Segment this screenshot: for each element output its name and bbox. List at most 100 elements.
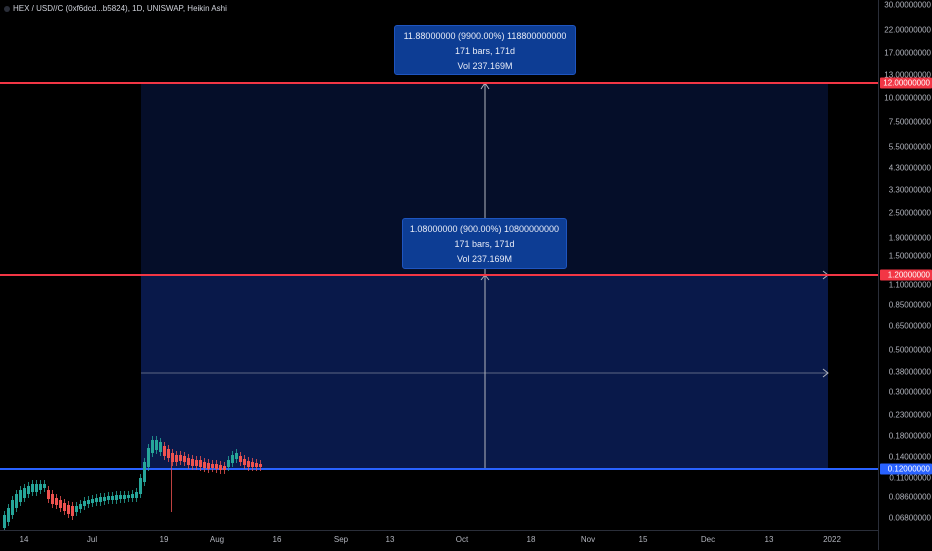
candle-body [183, 456, 186, 462]
measure-lower-line1: 1.08000000 (900.00%) 10800000000 [409, 224, 560, 234]
price-label: 0.85000000 [888, 300, 931, 310]
price-label: 0.65000000 [888, 321, 931, 331]
candle-body [143, 462, 146, 482]
time-label: 14 [19, 535, 29, 544]
candle-body [31, 484, 34, 492]
price-chart-canvas[interactable] [0, 0, 878, 530]
time-label: Dec [700, 535, 716, 544]
candle-body [59, 500, 62, 508]
candle-body [11, 500, 14, 515]
candle-body [203, 462, 206, 468]
candle-body [19, 490, 22, 502]
price-label: 0.50000000 [888, 345, 931, 355]
candle-body [47, 490, 50, 499]
price-label: 0.11000000 [889, 473, 931, 483]
price-label: 1.90000000 [888, 233, 931, 243]
candle-body [175, 455, 178, 462]
price-tag: 12.00000000 [880, 77, 932, 89]
price-label: 2.50000000 [888, 208, 931, 218]
time-label: 16 [272, 535, 282, 544]
time-label: 13 [764, 535, 774, 544]
candle-body [207, 463, 210, 469]
candles-group [3, 436, 262, 530]
measure-upper-line1: 11.88000000 (9900.00%) 118800000000 [403, 31, 567, 41]
candle-body [99, 497, 102, 502]
candle-body [115, 495, 118, 500]
time-label: 18 [526, 535, 536, 544]
price-label: 17.00000000 [884, 48, 931, 58]
candle-body [259, 464, 262, 467]
price-label: 1.50000000 [888, 251, 931, 261]
candle-body [51, 494, 54, 504]
time-label: 19 [159, 535, 169, 544]
candle-body [195, 460, 198, 466]
price-label: 0.06800000 [888, 513, 931, 523]
chart-area[interactable]: HEX / USD//C (0xf6dcd...b5824), 1D, UNIS… [0, 0, 878, 550]
candle-body [107, 496, 110, 500]
candle-body [27, 486, 30, 494]
price-tag: 0.12000000 [880, 463, 932, 475]
price-label: 22.00000000 [884, 25, 931, 35]
measure-hline-lower-arrow-icon [822, 368, 829, 378]
candle-body [227, 460, 230, 467]
price-label: 0.14000000 [888, 452, 931, 462]
measure-lower-line3: Vol 237.169M [456, 254, 513, 264]
candle-body [7, 508, 10, 522]
candle-body [251, 462, 254, 467]
candle-body [187, 458, 190, 465]
candle-body [87, 500, 90, 504]
candle-body [15, 494, 18, 508]
candle-body [191, 459, 194, 466]
candle-body [211, 464, 214, 468]
measure-upper-line3: Vol 237.169M [457, 61, 513, 71]
price-label: 7.50000000 [888, 117, 931, 127]
time-label: Jul [86, 535, 98, 544]
candle-body [131, 494, 134, 498]
time-axis[interactable]: 14 Jul 19 Aug 16 Sep 13 Oct 18 Nov 15 Dec 13 2022 [0, 530, 878, 551]
price-axis[interactable]: 30.00000000 22.00000000 17.00000000 13.0000… [878, 0, 932, 550]
candle-body [63, 503, 66, 511]
candle-body [151, 440, 154, 453]
price-label: 1.10000000 [888, 280, 931, 290]
price-label: 0.30000000 [888, 387, 931, 397]
candle-body [119, 495, 122, 499]
price-label: 30.00000000 [884, 0, 931, 10]
price-label: 3.30000000 [888, 185, 931, 195]
candle-body [247, 461, 250, 467]
candle-body [215, 464, 218, 469]
candle-body [255, 463, 258, 467]
price-label: 0.18000000 [888, 431, 931, 441]
candle-body [39, 484, 42, 490]
measure-upper-line2: 171 bars, 171d [454, 46, 516, 56]
measure-info-upper: 11.88000000 (9900.00%) 118800000000 171 … [394, 25, 576, 75]
status-dot-icon [4, 5, 10, 12]
candle-body [155, 440, 158, 450]
candle-body [167, 449, 170, 458]
candle-body [75, 506, 78, 512]
candle-body [139, 478, 142, 494]
candle-body [123, 495, 126, 499]
price-label: 10.00000000 [884, 93, 931, 103]
time-label: Oct [455, 535, 469, 544]
candle-body [135, 492, 138, 498]
time-label: 13 [385, 535, 395, 544]
time-label: 2022 [823, 535, 841, 544]
candle-body [239, 456, 242, 462]
candle-body [95, 498, 98, 502]
measure-info-lower: 1.08000000 (900.00%) 10800000000 171 bar… [402, 218, 567, 269]
candle-body [111, 496, 114, 500]
symbol-header[interactable]: HEX / USD//C (0xf6dcd...b5824), 1D, UNIS… [4, 4, 227, 13]
candle-body [23, 488, 26, 498]
candle-body [3, 515, 6, 528]
candle-body [243, 459, 246, 465]
price-label: 0.23000000 [888, 410, 931, 420]
price-label: 4.30000000 [888, 163, 931, 173]
time-label: Nov [580, 535, 596, 544]
candle-body [91, 499, 94, 503]
candle-body [231, 455, 234, 463]
candle-body [35, 484, 38, 492]
candle-body [43, 484, 46, 488]
candle-body [79, 504, 82, 509]
candle-body [235, 453, 238, 459]
price-label: 13.00000000 [884, 70, 931, 80]
